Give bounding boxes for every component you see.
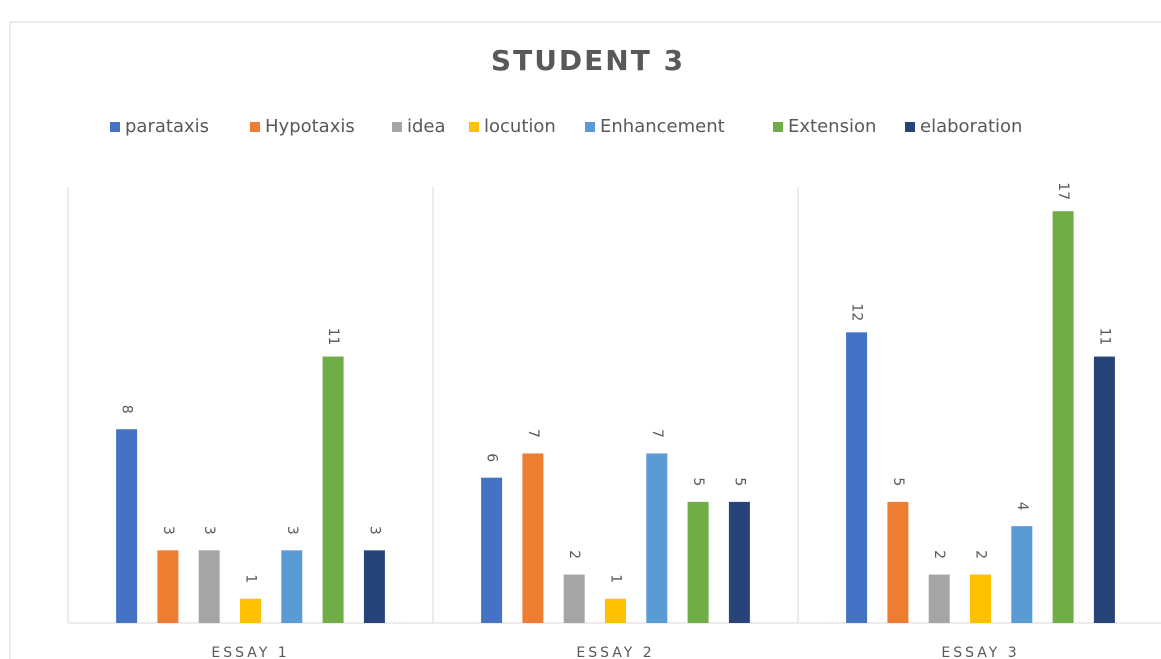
bar [1052,211,1074,623]
bar [646,453,668,623]
legend-swatch [773,122,783,132]
bar [481,477,503,623]
value-label: 2 [566,550,582,559]
legend-label: Hypotaxis [265,116,355,137]
bar [928,574,950,623]
legend-swatch [585,122,595,132]
value-label: 11 [325,328,341,346]
bar [1011,526,1033,623]
legend-label: Extension [788,116,876,137]
value-label: 12 [849,303,865,321]
legend-label: idea [407,116,446,137]
value-label: 5 [890,477,906,486]
value-label: 3 [201,526,217,535]
legend-label: parataxis [125,116,209,137]
chart-frame [9,21,1161,659]
x-tick-label: ESSAY 2 [576,645,654,659]
value-label: 2 [931,550,947,559]
value-label: 1 [243,574,259,583]
bar [887,501,909,623]
legend-label: Enhancement [600,116,725,137]
value-label: 5 [690,477,706,486]
bar [157,550,179,623]
bar [198,550,220,623]
bar [116,429,138,623]
bar [728,501,750,623]
chart-title: STUDENT 3 [491,44,685,77]
legend-swatch [392,122,402,132]
bar [322,356,344,623]
bar [522,453,544,623]
value-label: 3 [284,526,300,535]
bar [281,550,303,623]
value-label: 7 [649,429,665,438]
bar [970,574,991,623]
value-label: 17 [1055,182,1071,200]
x-tick-label: ESSAY 3 [941,645,1019,659]
legend-swatch [469,122,479,132]
legend-swatch [110,122,120,132]
x-tick-label: ESSAY 1 [211,645,289,659]
value-label: 3 [366,526,382,535]
value-label: 3 [160,526,176,535]
value-label: 7 [525,429,541,438]
bar [846,332,868,623]
legend-label: elaboration [920,116,1022,137]
bar [363,550,385,623]
value-label: 6 [484,453,500,462]
value-label: 8 [119,405,135,414]
bar [1093,356,1115,623]
legend-label: locution [484,116,556,137]
bar [563,574,585,623]
value-label: 1 [608,574,624,583]
value-label: 5 [731,477,747,486]
legend-swatch [250,122,260,132]
value-label: 4 [1014,502,1030,511]
value-label: 11 [1096,328,1112,346]
bar [605,598,626,623]
value-label: 2 [973,550,989,559]
bar [240,598,261,623]
legend-swatch [905,122,915,132]
bar [687,501,709,623]
